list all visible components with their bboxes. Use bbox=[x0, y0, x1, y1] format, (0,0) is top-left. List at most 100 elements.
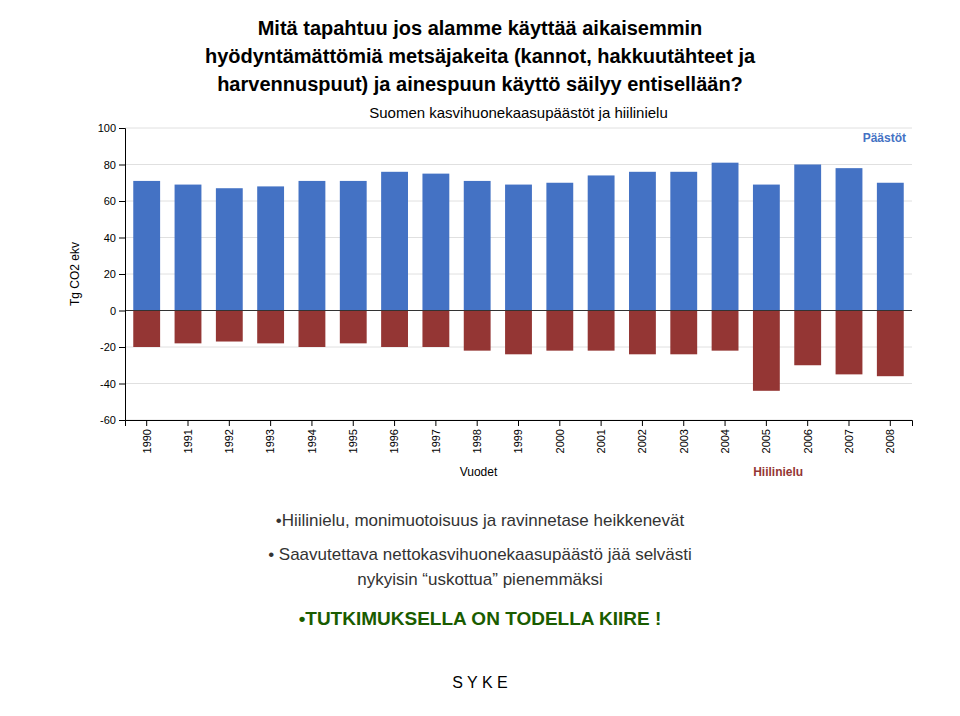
bar bbox=[877, 311, 904, 377]
x-tick-mark bbox=[477, 420, 478, 426]
bar bbox=[381, 172, 408, 311]
bar bbox=[712, 311, 739, 351]
x-tick: 1990 bbox=[141, 420, 153, 453]
bar bbox=[133, 181, 160, 311]
zero-line bbox=[125, 310, 912, 311]
y-tick: -20 bbox=[100, 341, 125, 353]
slide-title-line: hyödyntämättömiä metsäjakeita (kannot, h… bbox=[205, 45, 756, 67]
y-tick: 40 bbox=[104, 232, 125, 244]
x-tick: 1995 bbox=[347, 420, 359, 453]
bar bbox=[836, 311, 863, 375]
x-tick: 1999 bbox=[512, 420, 524, 453]
bar bbox=[216, 188, 243, 310]
x-tick-mark bbox=[725, 420, 726, 426]
x-tick: 2008 bbox=[884, 420, 896, 453]
x-tick-mark bbox=[601, 420, 602, 426]
x-tick: 2000 bbox=[554, 420, 566, 453]
x-tick: 1994 bbox=[306, 420, 318, 453]
y-tick-mark bbox=[119, 384, 125, 385]
y-tick-label: 40 bbox=[104, 232, 116, 244]
bar bbox=[175, 311, 202, 344]
bar bbox=[257, 186, 284, 310]
y-tick-mark bbox=[119, 274, 125, 275]
x-tick-label: 1993 bbox=[264, 429, 276, 453]
x-tick: 2006 bbox=[802, 420, 814, 453]
x-tick-label: 1990 bbox=[141, 429, 153, 453]
bullet-line: •Hiilinielu, monimuotoisuus ja ravinneta… bbox=[276, 511, 685, 530]
bar bbox=[588, 311, 615, 351]
x-tick-label: 2002 bbox=[636, 429, 648, 453]
x-tick-mark bbox=[270, 420, 271, 426]
y-tick-label: 0 bbox=[110, 305, 116, 317]
bar bbox=[257, 311, 284, 344]
bar bbox=[505, 311, 532, 355]
y-axis-line bbox=[119, 129, 126, 421]
x-tick: 2007 bbox=[843, 420, 855, 453]
bar-series bbox=[133, 311, 903, 391]
y-tick-label: 100 bbox=[98, 122, 116, 134]
y-tick-mark bbox=[119, 311, 125, 312]
x-tick-mark bbox=[311, 420, 312, 426]
bar bbox=[712, 163, 739, 311]
bar bbox=[670, 311, 697, 355]
x-tick-label: 2004 bbox=[719, 429, 731, 453]
x-tick-mark bbox=[518, 420, 519, 426]
bar bbox=[340, 181, 367, 311]
y-tick-mark bbox=[119, 347, 125, 348]
y-tick-label: 80 bbox=[104, 159, 116, 171]
x-tick-label: 2008 bbox=[884, 429, 896, 453]
x-tick-label: 1997 bbox=[430, 429, 442, 453]
grid-line bbox=[125, 383, 912, 384]
bar bbox=[794, 165, 821, 311]
x-tick: 1997 bbox=[430, 420, 442, 453]
x-tick: 1992 bbox=[223, 420, 235, 453]
y-tick: 100 bbox=[98, 122, 125, 134]
y-tick-mark bbox=[119, 238, 125, 239]
bar bbox=[422, 174, 449, 311]
x-tick-mark bbox=[642, 420, 643, 426]
y-tick-label: -60 bbox=[100, 414, 116, 426]
x-axis-line bbox=[126, 421, 913, 427]
x-tick: 1993 bbox=[264, 420, 276, 453]
x-tick-label: 2005 bbox=[760, 429, 772, 453]
y-tick-label: 20 bbox=[104, 268, 116, 280]
footer: S Y K E bbox=[452, 674, 507, 691]
x-tick-label: 1998 bbox=[471, 429, 483, 453]
x-tick-mark bbox=[559, 420, 560, 426]
x-tick-mark bbox=[807, 420, 808, 426]
bar-series bbox=[133, 163, 903, 311]
x-tick-mark bbox=[848, 420, 849, 426]
x-tick-label: 2000 bbox=[554, 429, 566, 453]
bar bbox=[464, 181, 491, 311]
y-tick-mark bbox=[119, 201, 125, 202]
bar bbox=[670, 172, 697, 311]
x-tick: 1991 bbox=[182, 420, 194, 453]
x-tick-label: 1995 bbox=[347, 429, 359, 453]
x-tick: 2001 bbox=[595, 420, 607, 453]
bar bbox=[877, 183, 904, 311]
y-tick: 20 bbox=[104, 268, 125, 280]
y-tick-mark bbox=[119, 420, 125, 421]
x-tick-mark bbox=[229, 420, 230, 426]
bar bbox=[836, 168, 863, 310]
bar bbox=[133, 311, 160, 348]
bars bbox=[133, 163, 903, 391]
y-tick-mark bbox=[119, 128, 125, 129]
grid-line bbox=[125, 128, 912, 129]
bullet-line: nykyisin “uskottua” pienemmäksi bbox=[357, 570, 603, 589]
bar bbox=[505, 185, 532, 311]
bar bbox=[546, 183, 573, 311]
bar bbox=[794, 311, 821, 366]
bar bbox=[216, 311, 243, 342]
y-tick: 80 bbox=[104, 159, 125, 171]
bar bbox=[422, 311, 449, 348]
x-tick-label: 1992 bbox=[223, 429, 235, 453]
slide-title-line: Mitä tapahtuu jos alamme käyttää aikaise… bbox=[258, 17, 703, 39]
bar bbox=[175, 185, 202, 311]
x-tick-label: 1999 bbox=[512, 429, 524, 453]
x-tick-mark bbox=[353, 420, 354, 426]
x-tick-mark bbox=[766, 420, 767, 426]
y-tick-label: -40 bbox=[100, 378, 116, 390]
x-tick-label: 2007 bbox=[843, 429, 855, 453]
x-tick-label: 1991 bbox=[182, 429, 194, 453]
